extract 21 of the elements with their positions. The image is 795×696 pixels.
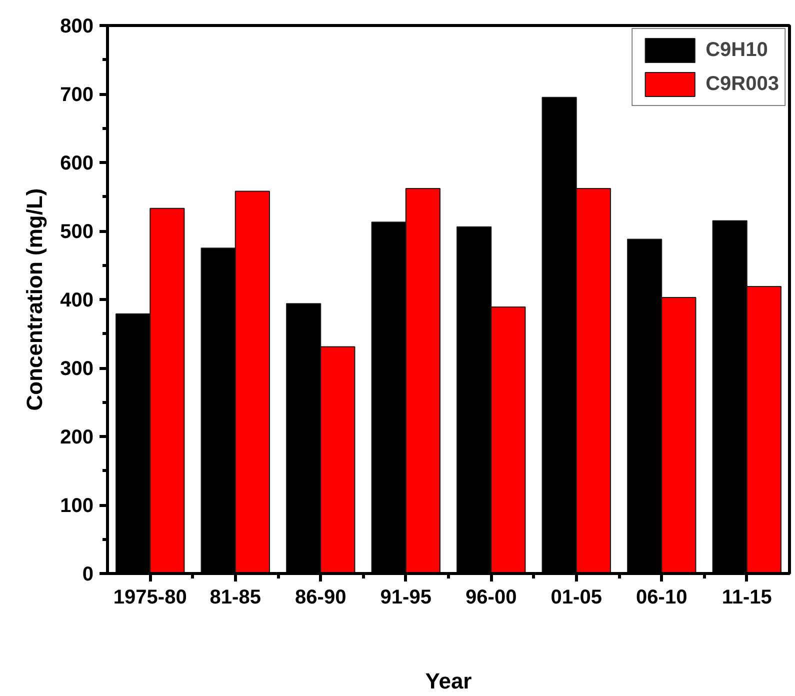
y-tick-label: 300 (60, 358, 94, 380)
y-tick-label: 700 (60, 84, 94, 106)
x-tick-label: 81-85 (210, 586, 261, 608)
x-tick-label: 96-00 (466, 586, 517, 608)
y-tick-label: 800 (60, 16, 94, 38)
y-tick-label: 0 (82, 564, 94, 586)
y-tick-label: 600 (60, 152, 94, 174)
x-tick-label: 11-15 (722, 586, 772, 608)
x-tick-label: 91-95 (380, 586, 432, 608)
legend-label: C9H10 (706, 38, 768, 62)
x-tick-label: 01-05 (550, 586, 602, 608)
y-tick-label: 400 (60, 290, 94, 312)
y-tick-label: 500 (60, 221, 94, 243)
x-tick-label: 86-90 (295, 586, 346, 608)
x-tick-label: 06-10 (636, 586, 688, 608)
x-axis-title: Year (425, 668, 472, 694)
y-tick-label: 100 (60, 495, 94, 517)
legend-label: C9R003 (706, 72, 779, 96)
x-tick-label: 1975-80 (113, 586, 187, 608)
y-tick-label: 200 (60, 426, 94, 448)
y-axis-title: Concentration (mg/L) (22, 188, 48, 411)
